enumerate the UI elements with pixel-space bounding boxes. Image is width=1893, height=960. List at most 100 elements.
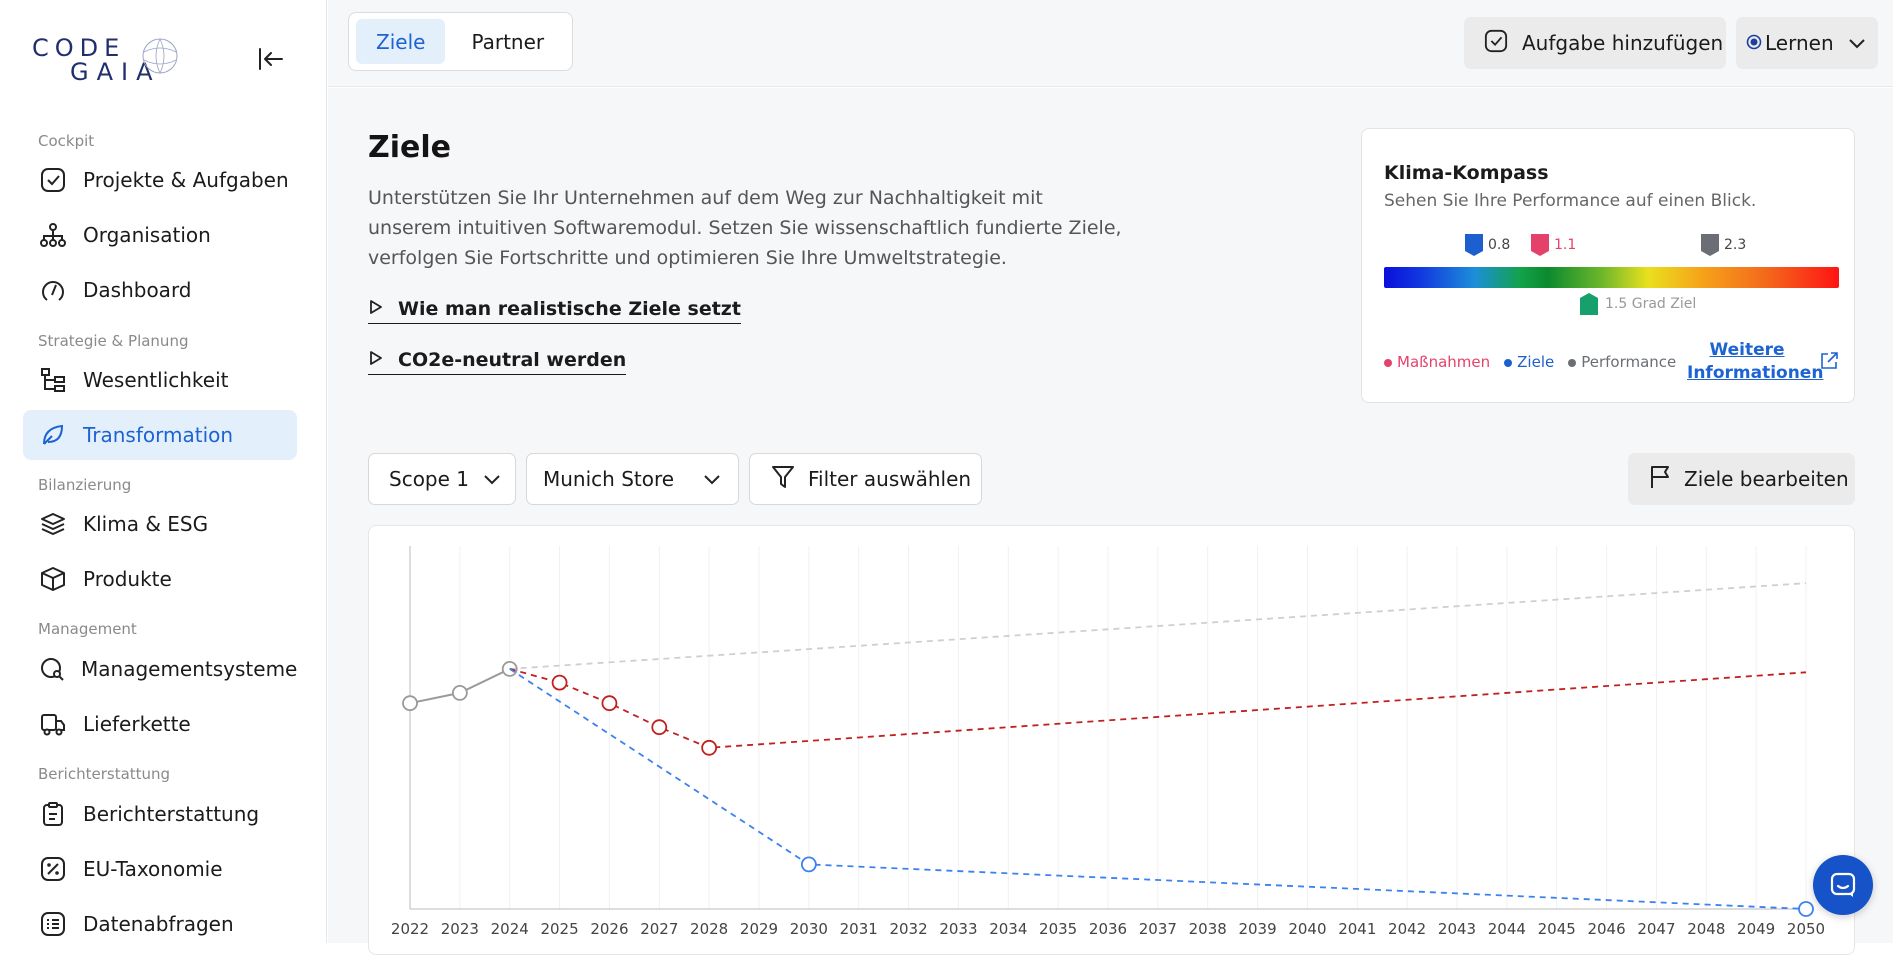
- x-tick-label: 2043: [1438, 920, 1476, 938]
- link-realistic-goals[interactable]: Wie man realistische Ziele setzt: [368, 296, 741, 324]
- sidebar-item-label: Lieferkette: [83, 712, 191, 736]
- page-title: Ziele: [368, 130, 452, 165]
- main-content: Ziele Unterstützen Sie Ihr Unternehmen a…: [328, 88, 1893, 955]
- x-tick-label: 2049: [1737, 920, 1775, 938]
- x-tick-label: 2046: [1587, 920, 1625, 938]
- bookmark-icon: [1701, 234, 1719, 256]
- play-icon: [368, 298, 384, 320]
- x-tick-label: 2028: [690, 920, 728, 938]
- x-tick-label: 2047: [1637, 920, 1675, 938]
- sidebar-item-label: Managementsysteme: [81, 657, 298, 681]
- code-gaia-logo[interactable]: CODE GAIA: [32, 34, 182, 86]
- clipboard-icon: [39, 800, 67, 828]
- marker-performance: 2.3: [1700, 233, 1746, 257]
- sidebar-item-transformation[interactable]: Transformation: [23, 410, 297, 460]
- sidebar-item-label: Wesentlichkeit: [83, 368, 229, 392]
- sidebar-item-datenabfragen[interactable]: Datenabfragen: [23, 899, 297, 949]
- scope-dropdown[interactable]: Scope 1: [368, 453, 516, 505]
- section-accounting: Bilanzierung: [38, 476, 132, 494]
- list-icon: [39, 910, 67, 938]
- compass-legend: Maßnahmen Ziele Performance: [1384, 353, 1676, 371]
- percent-icon: [39, 855, 67, 883]
- sidebar-item-lieferkette[interactable]: Lieferkette: [23, 699, 297, 749]
- section-reporting: Berichterstattung: [38, 765, 171, 783]
- marker-massnahmen: 1.1: [1530, 233, 1576, 257]
- funnel-icon: [770, 464, 796, 495]
- legend-massnahmen: Maßnahmen: [1384, 353, 1490, 371]
- layers-icon: [39, 510, 67, 538]
- top-bar: Ziele Partner Aufgabe hinzufügen Lernen: [328, 0, 1893, 87]
- bookmark-icon: [1465, 234, 1483, 256]
- link-label: CO2e-neutral werden: [398, 348, 627, 371]
- play-icon: [368, 349, 384, 371]
- leaf-icon: [39, 421, 67, 449]
- sidebar-item-label: Berichterstattung: [83, 802, 260, 826]
- emissions-chart: 2022 2023 2024 2025 2026 2027 2028 2029 2030 2031…: [391, 546, 1825, 938]
- section-management: Management: [38, 620, 137, 638]
- series-line-massnahmen: [509, 668, 1807, 749]
- link-label: Wie man realistische Ziele setzt: [398, 297, 741, 320]
- x-tick-label: 2031: [840, 920, 878, 938]
- flag-icon: [1648, 465, 1672, 494]
- sidebar-item-klima-esg[interactable]: Klima & ESG: [23, 499, 297, 549]
- sidebar-item-label: Transformation: [83, 423, 234, 447]
- logo-text-top: CODE: [32, 34, 125, 62]
- x-tick-label: 2045: [1538, 920, 1576, 938]
- sidebar-item-label: Projekte & Aufgaben: [83, 168, 289, 192]
- marker-target: 1.5 Grad Ziel: [1579, 292, 1696, 316]
- data-point-massnahmen: [701, 739, 718, 756]
- sidebar: CODE GAIA Cockpit Projekte & Aufgaben Or…: [0, 0, 327, 943]
- x-tick-label: 2036: [1089, 920, 1127, 938]
- add-task-button[interactable]: Aufgabe hinzufügen: [1464, 17, 1726, 69]
- sidebar-item-organisation[interactable]: Organisation: [23, 210, 297, 260]
- x-tick-label: 2029: [740, 920, 778, 938]
- org-chart-icon: [39, 221, 67, 249]
- tab-group: Ziele Partner: [348, 12, 573, 71]
- scope-value: Scope 1: [389, 467, 470, 491]
- sidebar-item-label: Klima & ESG: [83, 512, 209, 536]
- data-point-historical: [402, 695, 418, 712]
- x-tick-label: 2022: [391, 920, 429, 938]
- x-tick-label: 2025: [540, 920, 578, 938]
- sidebar-item-label: Produkte: [83, 567, 172, 591]
- sidebar-item-label: EU-Taxonomie: [83, 857, 223, 881]
- link-co2-neutral[interactable]: CO2e-neutral werden: [368, 347, 627, 375]
- learn-label: Lernen: [1765, 31, 1834, 55]
- edit-goals-button[interactable]: Ziele bearbeiten: [1628, 453, 1855, 505]
- marker-performance-value: 2.3: [1724, 237, 1747, 253]
- marker-ziele: 0.8: [1464, 233, 1510, 257]
- store-dropdown[interactable]: Munich Store: [526, 453, 739, 505]
- more-info-link[interactable]: Weitere Informationen: [1687, 340, 1824, 383]
- store-value: Munich Store: [543, 467, 675, 491]
- data-point-ziele: [800, 856, 817, 873]
- sidebar-item-wesentlichkeit[interactable]: Wesentlichkeit: [23, 355, 297, 405]
- x-tick-label: 2044: [1488, 920, 1526, 938]
- x-tick-label: 2050: [1787, 920, 1825, 938]
- hierarchy-icon: [39, 366, 67, 394]
- sidebar-item-eu-taxonomie[interactable]: EU-Taxonomie: [23, 844, 297, 894]
- x-tick-label: 2027: [640, 920, 678, 938]
- chat-support-button[interactable]: [1813, 855, 1873, 915]
- x-tick-label: 2026: [590, 920, 628, 938]
- sidebar-item-projekte[interactable]: Projekte & Aufgaben: [23, 155, 297, 205]
- tab-partner[interactable]: Partner: [471, 29, 545, 54]
- sidebar-item-managementsysteme[interactable]: Managementsysteme: [23, 644, 297, 694]
- learn-dropdown[interactable]: Lernen: [1736, 17, 1878, 69]
- external-link-icon[interactable]: [1819, 351, 1839, 375]
- box-icon: [39, 565, 67, 593]
- sidebar-item-produkte[interactable]: Produkte: [23, 554, 297, 604]
- sidebar-item-dashboard[interactable]: Dashboard: [23, 265, 297, 315]
- x-tick-label: 2023: [441, 920, 479, 938]
- collapse-sidebar-icon[interactable]: [254, 44, 288, 74]
- legend-ziele: Ziele: [1504, 353, 1554, 371]
- tab-ziele[interactable]: Ziele: [356, 19, 446, 64]
- data-point-massnahmen: [551, 674, 568, 691]
- sidebar-item-berichterstattung[interactable]: Berichterstattung: [23, 789, 297, 839]
- check-square-icon: [1484, 29, 1508, 58]
- x-tick-label: 2024: [491, 920, 529, 938]
- intro-text: Unterstützen Sie Ihr Unternehmen auf dem…: [368, 187, 1122, 269]
- filter-button[interactable]: Filter auswählen: [749, 453, 982, 505]
- legend-performance: Performance: [1568, 353, 1676, 371]
- x-tick-label: 2048: [1687, 920, 1725, 938]
- x-tick-label: 2040: [1288, 920, 1326, 938]
